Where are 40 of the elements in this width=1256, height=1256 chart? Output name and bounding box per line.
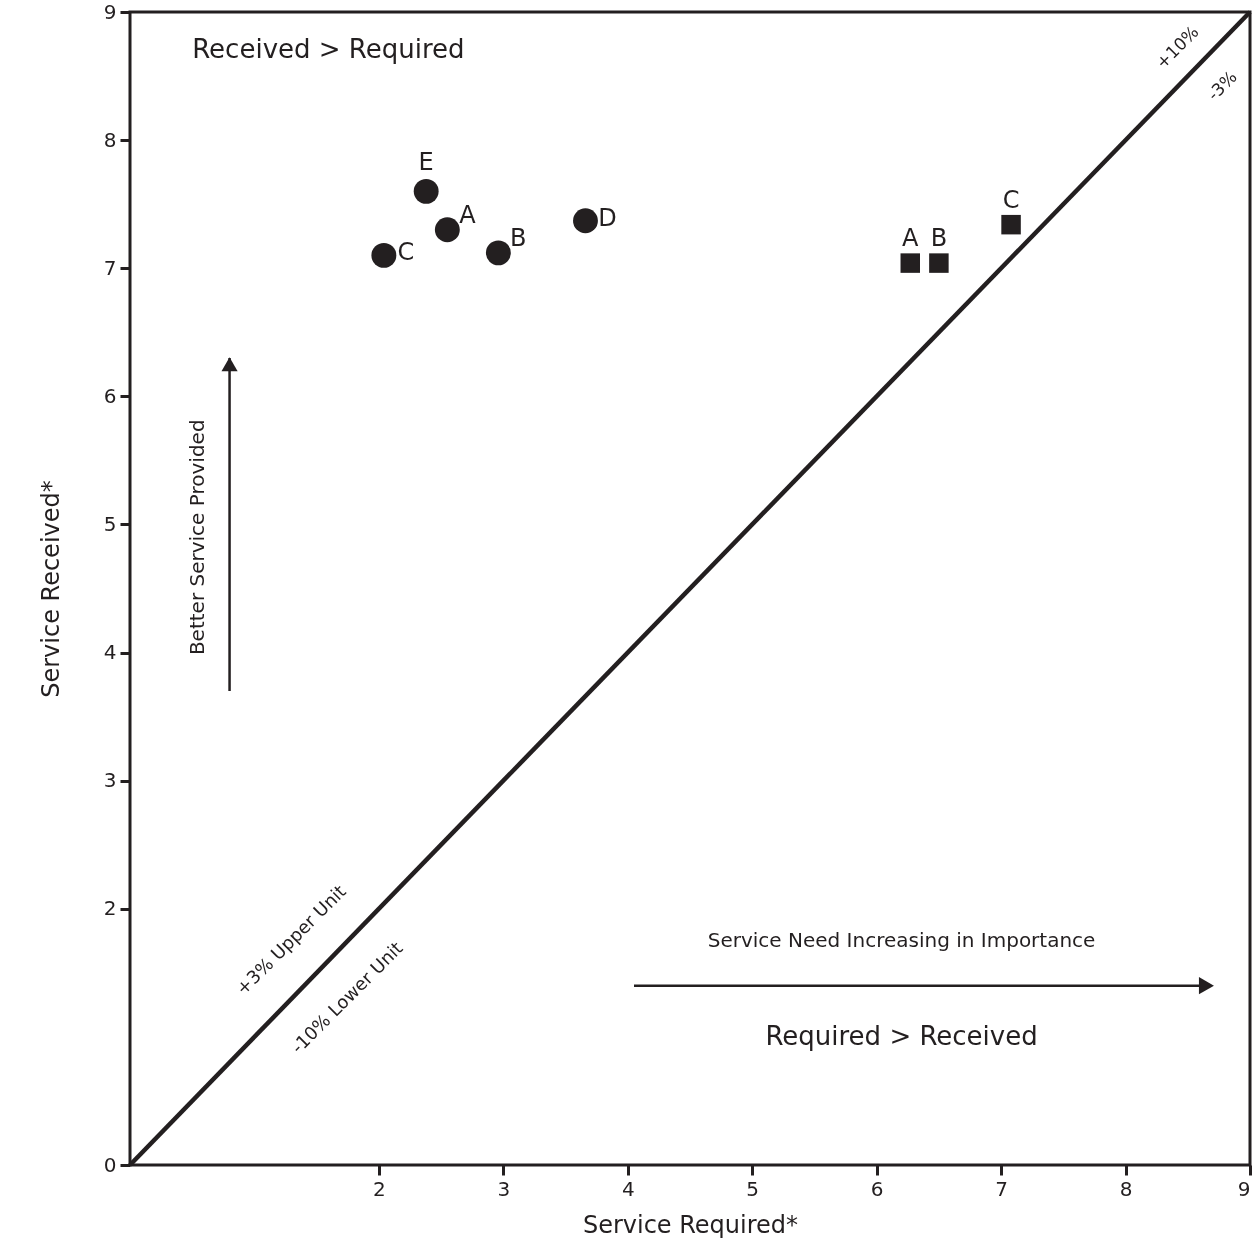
y-tick-label: 7: [103, 255, 117, 280]
point: [900, 253, 921, 273]
y-tick-label: 8: [103, 127, 117, 152]
point: [413, 178, 439, 204]
x-axis-title: Service Required*: [582, 1210, 799, 1239]
point: [371, 242, 397, 268]
y-tick-label: 6: [103, 383, 117, 408]
annotation: C: [397, 238, 415, 267]
x-tick-label: 5: [746, 1176, 760, 1201]
point: [434, 217, 460, 243]
annotation: -3%: [1203, 66, 1241, 105]
y-tick-label: 0: [103, 1152, 117, 1177]
annotation: Required > Received: [765, 1020, 1038, 1051]
annotation: C: [1002, 185, 1020, 214]
x-tick-label: 6: [870, 1176, 884, 1201]
y-tick-label: 3: [103, 768, 117, 793]
annotation: Service Need Increasing in Importance: [707, 927, 1096, 952]
point: [929, 253, 949, 273]
annotation: B: [510, 223, 527, 252]
x-tick-label: 8: [1119, 1176, 1133, 1201]
x-tick-label: 2: [373, 1176, 386, 1201]
y-tick-label: 5: [103, 511, 117, 536]
x-tick-label: 9: [1237, 1176, 1251, 1201]
annotation: E: [418, 148, 434, 177]
annotation: Received > Required: [192, 34, 465, 65]
point: [573, 208, 598, 234]
x-tick-label: 3: [497, 1176, 511, 1201]
y-tick-label: 4: [103, 640, 117, 665]
annotation: B: [930, 224, 948, 253]
annotation: D: [598, 203, 617, 232]
annotation: A: [902, 224, 920, 253]
annotation: Better Service Provided: [185, 419, 210, 656]
annotation: A: [459, 200, 477, 229]
y-tick-label: 2: [103, 896, 117, 921]
point: [1001, 214, 1021, 235]
y-axis-title: Service Received*: [36, 480, 65, 698]
y-tick-label: 9: [103, 0, 117, 24]
point: [485, 240, 511, 266]
x-tick-label: 7: [995, 1176, 1008, 1201]
x-tick-label: 4: [621, 1176, 635, 1201]
